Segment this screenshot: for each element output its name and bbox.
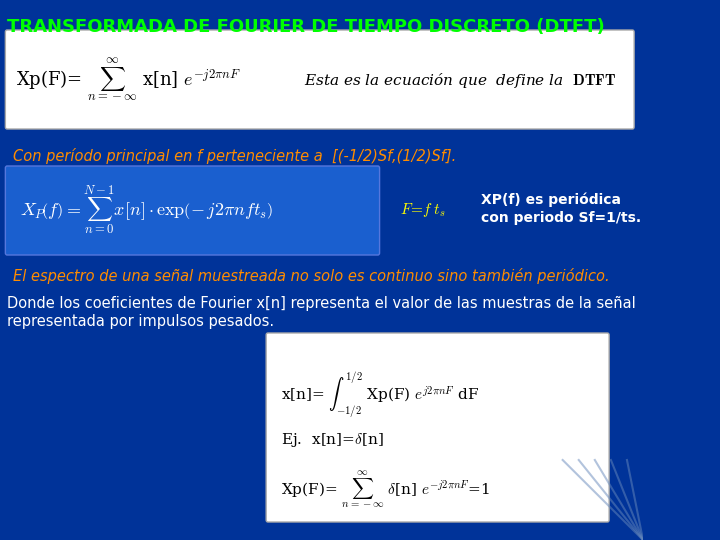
Text: $X_P\!\left(f\right) = \sum_{n=0}^{N-1} x[n] \cdot \exp\!\left(-\,j2\pi n f t_s\: $X_P\!\left(f\right) = \sum_{n=0}^{N-1} … [19,184,273,237]
Text: $F\!=\!f\;t_s$: $F\!=\!f\;t_s$ [400,201,446,219]
Text: Xp(F)= $\sum_{n=-\infty}^{\infty}$ $\delta$[n] $e^{-j2\pi nF}$=1: Xp(F)= $\sum_{n=-\infty}^{\infty}$ $\del… [282,470,490,510]
FancyBboxPatch shape [5,30,634,129]
Text: Donde los coeficientes de Fourier x[n] representa el valor de las muestras de la: Donde los coeficientes de Fourier x[n] r… [7,296,636,311]
Text: representada por impulsos pesados.: representada por impulsos pesados. [7,314,274,329]
Text: Con período principal en f perteneciente a  [(-1/2)Sf,(1/2)Sf].: Con período principal en f perteneciente… [12,148,456,164]
Text: XP(f) es periódica: XP(f) es periódica [480,193,621,207]
Text: con periodo Sf=1/ts.: con periodo Sf=1/ts. [480,211,641,225]
Text: TRANSFORMADA DE FOURIER DE TIEMPO DISCRETO (DTFT): TRANSFORMADA DE FOURIER DE TIEMPO DISCRE… [7,18,605,36]
FancyBboxPatch shape [5,166,379,255]
Text: Ej.  x[n]=$\delta$[n]: Ej. x[n]=$\delta$[n] [282,431,384,449]
Text: Xp(F)= $\sum_{n=-\infty}^{\infty}$ x[n] $e^{-j2\pi nF}$: Xp(F)= $\sum_{n=-\infty}^{\infty}$ x[n] … [16,57,241,103]
Text: El espectro de una señal muestreada no solo es continuo sino también periódico.: El espectro de una señal muestreada no s… [12,268,609,284]
FancyBboxPatch shape [266,333,609,522]
Text: Esta es la ecuación que  define la  $\mathbf{DTFT}$: Esta es la ecuación que define la $\math… [304,71,616,90]
Text: x[n]= $\int_{-1/2}^{1/2}$ Xp(F) $e^{j2\pi nF}$ dF: x[n]= $\int_{-1/2}^{1/2}$ Xp(F) $e^{j2\p… [282,370,480,420]
